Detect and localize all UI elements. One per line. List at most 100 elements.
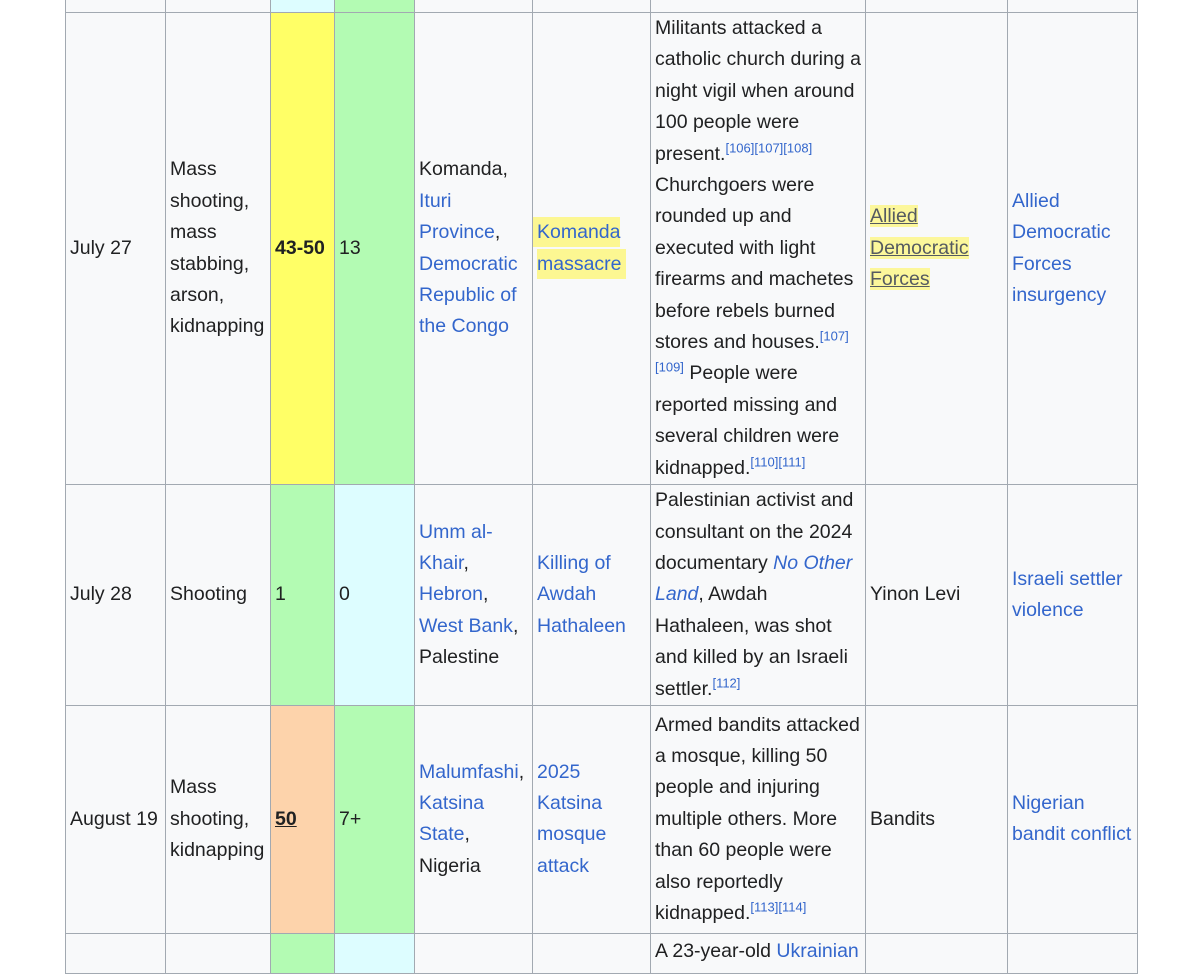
article-cell: Killing of Awdah Hathaleen [532,484,651,706]
description-link[interactable]: Ukrainian [776,939,859,962]
description-cell: A 23-year-old Ukrainian [650,932,866,974]
location-region-link[interactable]: West Bank [419,614,513,637]
location-cell [414,0,533,13]
film-link[interactable]: No Other Land [655,551,853,606]
description-text: Palestinian activist and consultant on t… [655,489,854,574]
location-country: Palestine [419,646,500,669]
table-row-partial-top [65,0,1138,13]
type-text: arson, [170,283,225,306]
location-cell: Umm al-Khair, Hebron, West Bank, Palesti… [414,484,533,706]
location-separator: , [482,583,489,606]
location-separator: , [512,614,519,637]
table-row: August 19 Mass shooting, kidnapping 50 7… [65,704,1138,934]
type-text: mass [170,221,217,244]
location-state-link[interactable]: Katsina State [419,792,485,846]
date-cell: August 19 [65,704,166,934]
article-cell [532,932,651,974]
article-cell: 2025 Katsina mosque attack [532,704,651,934]
article-link[interactable]: Killing of Awdah Hathaleen [537,551,626,637]
location-cell [414,932,533,974]
type-cell: Mass shooting, mass stabbing, arson, kid… [165,11,271,486]
description-cell: Militants attacked a catholic church dur… [650,11,866,486]
injured-cell: 13 [334,11,415,486]
type-text: shooting, [170,807,250,830]
perpetrator-text: Bandits [870,807,936,830]
date-text: August 19 [70,807,158,830]
location-province-link[interactable]: Ituri Province [419,189,495,244]
description-cell: Armed bandits attacked a mosque, killing… [650,704,866,934]
article-link[interactable]: 2025 Katsina mosque attack [537,760,607,877]
location-country: Nigeria [419,854,481,877]
dead-cell: 1 [270,484,335,706]
dead-cell: 50 [270,704,335,934]
article-link[interactable]: Komanda massacre [537,221,622,275]
injured-count: 13 [339,236,361,259]
perpetrator-text: Yinon Levi [870,583,961,606]
dead-count: 1 [275,583,286,606]
type-text: Shooting [170,583,247,606]
injured-count: 0 [339,583,350,606]
location-separator: , [518,760,525,783]
article-cell [532,0,651,13]
location-town: Komanda, [419,158,508,181]
location-town-link[interactable]: Malumfashi [419,760,519,783]
perpetrator-cell [865,932,1008,974]
part-of-link[interactable]: Nigerian bandit conflict [1012,792,1132,846]
location-separator: , [463,551,469,574]
date-text: July 28 [70,583,132,606]
part-of-cell: Nigerian bandit conflict [1007,704,1138,934]
description-text: Churchgoers were rounded up and executed… [655,174,854,354]
date-text: July 27 [70,236,132,259]
injured-cell [334,932,415,974]
dead-count-link[interactable]: 50 [275,807,297,830]
part-of-cell: Israeli settler violence [1007,484,1138,706]
citation-link[interactable]: [113][114] [750,899,807,915]
perpetrator-link[interactable]: Allied Democratic Forces [870,205,969,291]
description-text: People were reported missing and several… [655,362,840,479]
description-text: , Awdah Hathaleen, was shot and killed b… [655,583,848,700]
date-cell: July 28 [65,484,166,706]
description-cell: Palestinian activist and consultant on t… [650,484,866,706]
location-city-link[interactable]: Hebron [419,583,483,606]
citation-link[interactable]: [106][107][108] [725,140,813,156]
description-text: Armed bandits attacked a mosque, killing… [655,713,860,924]
date-cell: July 27 [65,11,166,486]
location-town-link[interactable]: Umm al-Khair [419,520,493,574]
dead-count: 43-50 [275,236,325,259]
part-of-cell: Allied Democratic Forces insurgency [1007,11,1138,486]
description-text: A 23-year-old [655,939,777,962]
type-text: Mass [170,776,217,799]
type-cell: Shooting [165,484,271,706]
part-of-cell [1007,0,1138,13]
injured-count: 7+ [339,807,362,830]
page-margin [0,0,66,905]
perpetrator-cell: Allied Democratic Forces [865,11,1008,486]
dead-cell [270,0,335,13]
location-country-link[interactable]: Democratic Republic of the Congo [419,252,518,338]
dead-cell: 43-50 [270,11,335,486]
type-cell: Mass shooting, kidnapping [165,704,271,934]
citation-link[interactable]: [112] [712,675,741,691]
part-of-link[interactable]: Allied Democratic Forces insurgency [1012,189,1111,306]
date-cell [65,0,166,13]
description-text: Militants attacked a catholic church dur… [655,17,861,165]
injured-cell: 0 [334,484,415,706]
table-row: July 27 Mass shooting, mass stabbing, ar… [65,11,1138,486]
table-row-partial-bottom: A 23-year-old Ukrainian [65,932,1138,974]
citation-link[interactable]: [107][109] [655,328,849,375]
location-cell: Malumfashi, Katsina State, Nigeria [414,704,533,934]
article-cell: Komanda massacre [532,11,651,486]
type-cell [165,932,271,974]
table-row: July 28 Shooting 1 0 Umm al-Khair, Hebro… [65,484,1138,706]
perpetrator-cell: Bandits [865,704,1008,934]
type-text: kidnapping [170,315,265,338]
location-separator: , [494,221,501,244]
description-cell [650,0,866,13]
location-separator: , [464,823,470,846]
citation-link[interactable]: [110][111] [750,454,806,470]
date-cell [65,932,166,974]
injured-cell [334,0,415,13]
type-cell [165,0,271,13]
type-text: Mass [170,158,217,181]
part-of-link[interactable]: Israeli settler violence [1012,567,1123,622]
